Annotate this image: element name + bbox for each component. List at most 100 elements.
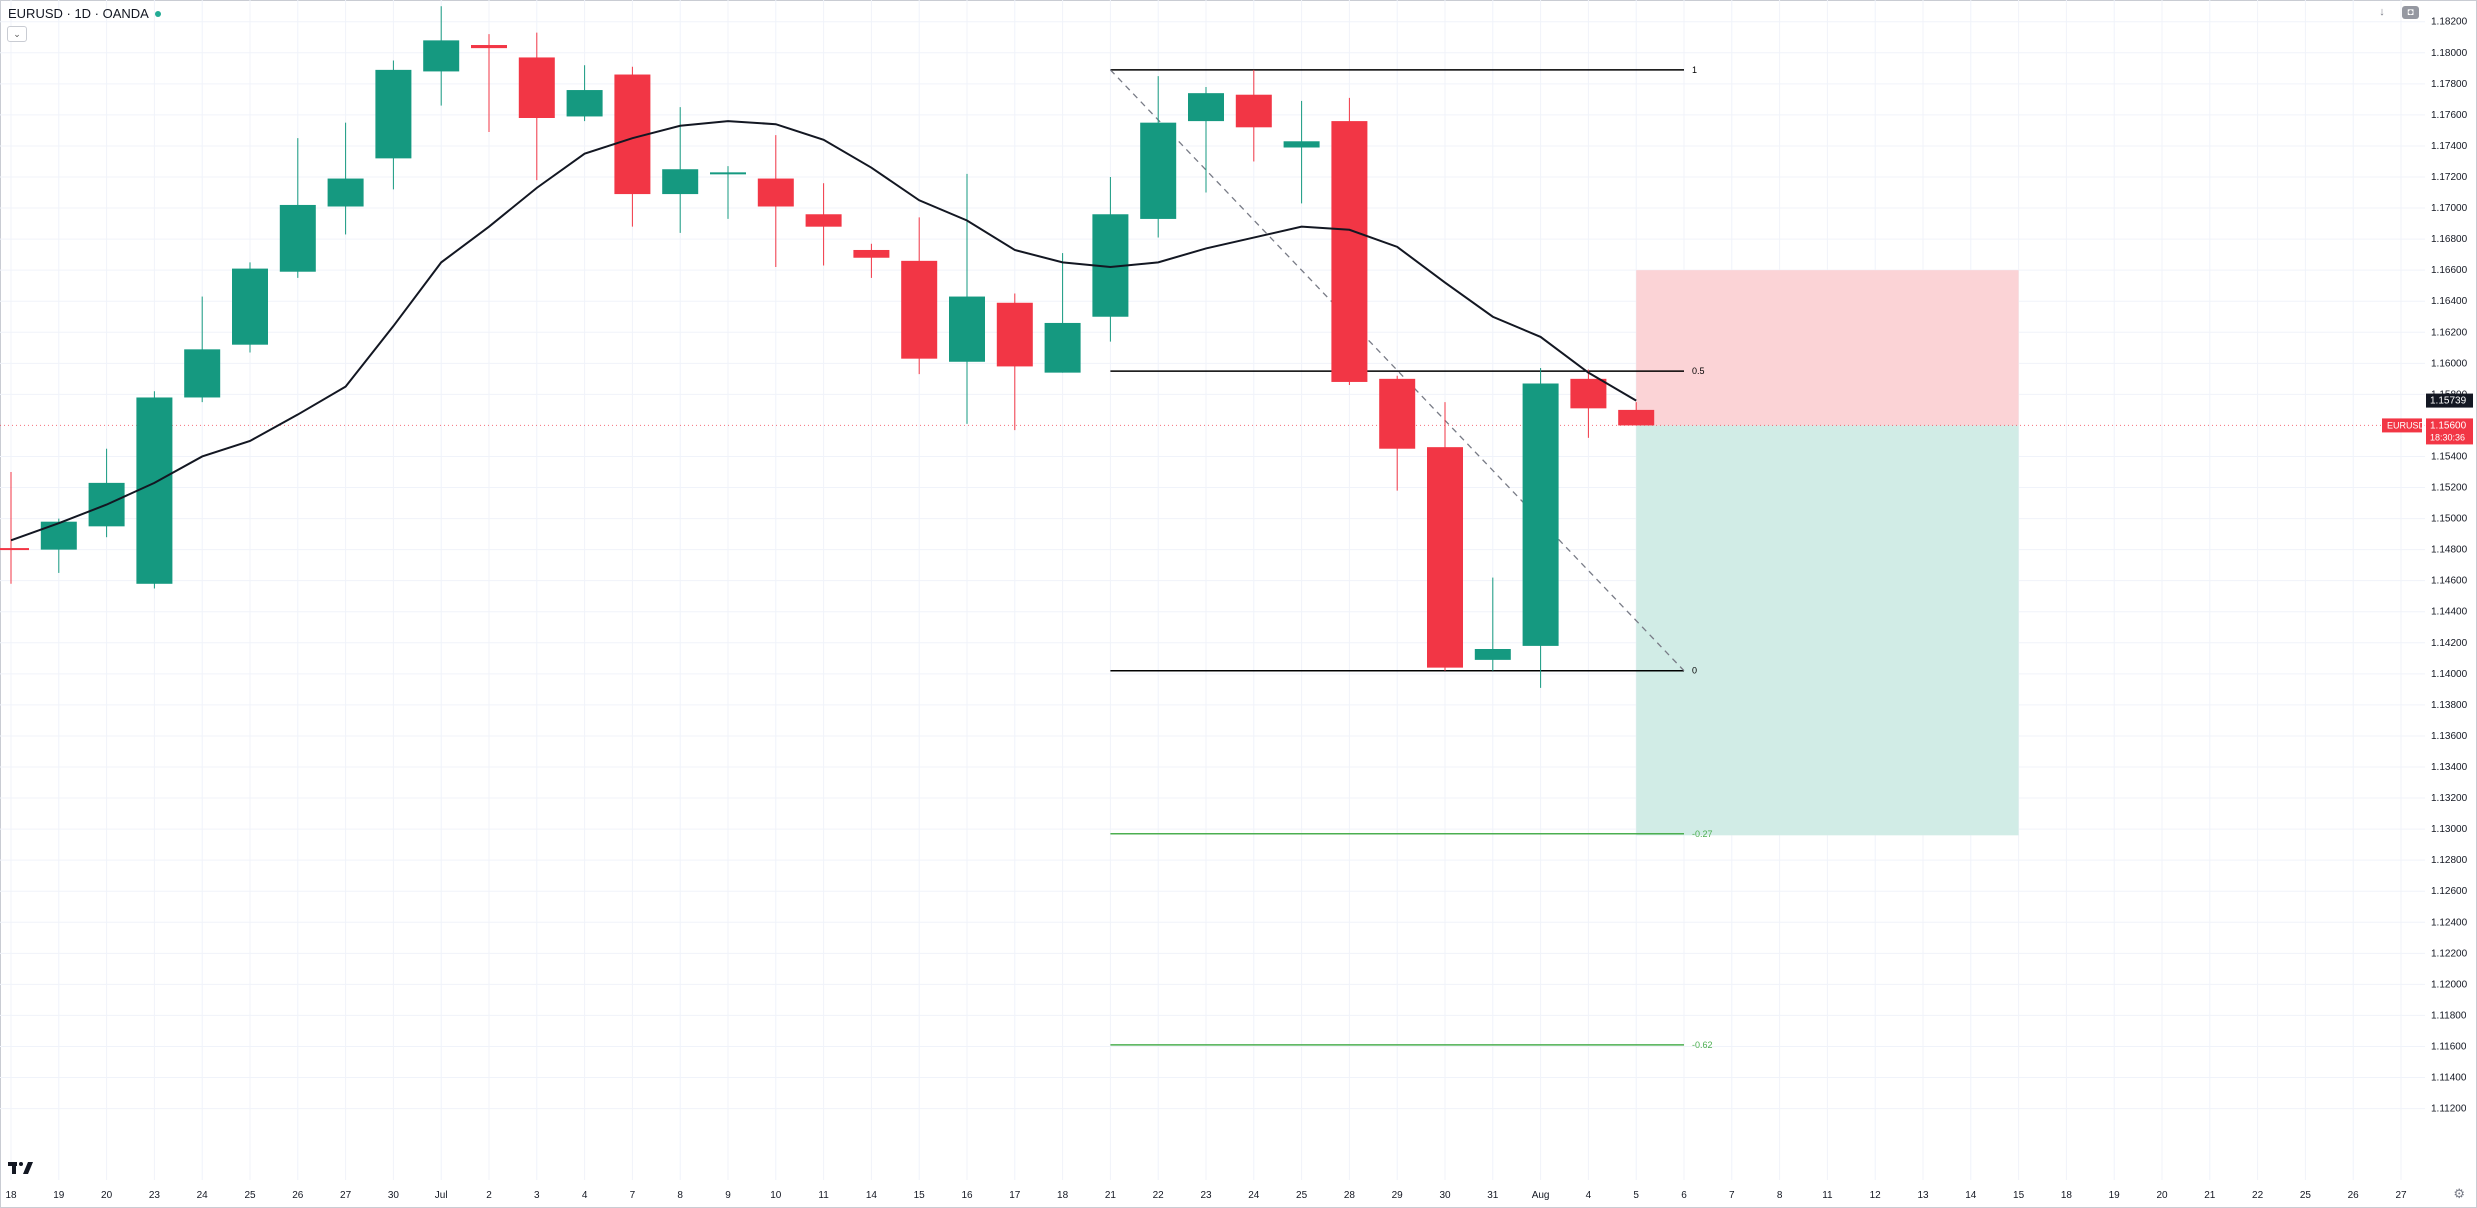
candle-body: [0, 548, 29, 551]
last-price-text: 1.15600: [2430, 420, 2467, 431]
time-tick-label: 29: [1392, 1190, 1404, 1201]
candle: [949, 173, 985, 424]
price-tick-label: 1.16400: [2431, 296, 2468, 307]
long-short-position-tool[interactable]: [0, 270, 2425, 836]
candle-body: [1522, 383, 1559, 646]
candle-body: [1283, 141, 1320, 148]
time-tick-label: 22: [2252, 1190, 2264, 1201]
candle: [1283, 100, 1320, 204]
time-tick-label: 4: [1586, 1190, 1592, 1201]
time-tick-label: 19: [53, 1190, 65, 1201]
price-tick-label: 1.14800: [2431, 545, 2468, 556]
candle-body: [1188, 93, 1224, 122]
candle-body: [566, 90, 603, 117]
gear-icon[interactable]: ⚙: [2453, 1186, 2465, 1201]
candle-body: [1427, 447, 1463, 668]
time-tick-label: 26: [2348, 1190, 2360, 1201]
symbol-tag: [2382, 418, 2422, 433]
stop-loss-zone[interactable]: [1636, 270, 2019, 426]
price-axis[interactable]: 1.18200 1.18000 1.17800 1.17600 1.17400 1.172…: [2431, 17, 2468, 1115]
chevron-down-icon[interactable]: ⌄: [7, 26, 27, 42]
time-axis[interactable]: 18 19 20 23 24 25 26 27 30 Jul 2 3 4 7 8 9 10 11 14 15 16 17 1…: [5, 1190, 2407, 1201]
time-tick-label: 7: [1729, 1190, 1735, 1201]
price-tick-label: 1.16800: [2431, 234, 2468, 245]
time-tick-label: 30: [1439, 1190, 1451, 1201]
fib-level-label: -0.62: [1692, 1040, 1713, 1050]
price-tick-label: 1.12800: [2431, 855, 2468, 866]
price-tick-label: 1.18000: [2431, 48, 2468, 59]
time-tick-label: 13: [1917, 1190, 1929, 1201]
price-tick-label: 1.16600: [2431, 265, 2468, 276]
price-tick-label: 1.17400: [2431, 141, 2468, 152]
price-tick-label: 1.17600: [2431, 110, 2468, 121]
time-tick-label: 20: [2156, 1190, 2168, 1201]
candle: [184, 296, 221, 403]
time-tick-label: 16: [961, 1190, 973, 1201]
time-tick-label: Aug: [1532, 1190, 1550, 1201]
time-tick-label: 24: [197, 1190, 209, 1201]
candle: [614, 66, 651, 227]
download-icon[interactable]: ↓: [2379, 6, 2385, 18]
price-tick-label: 1.18200: [2431, 17, 2468, 28]
price-tick-label: 1.13400: [2431, 762, 2468, 773]
candle-body: [518, 57, 555, 118]
time-tick-label: 21: [1105, 1190, 1117, 1201]
candle-body: [40, 521, 77, 550]
time-tick-label: 5: [1633, 1190, 1639, 1201]
moving-average: [10, 120, 1637, 542]
fib-level-label: 0.5: [1692, 366, 1705, 376]
candle: [1427, 402, 1463, 671]
candle-body: [805, 214, 842, 227]
candle-body: [184, 349, 221, 398]
candle-body: [757, 178, 794, 207]
time-tick-label: 25: [2300, 1190, 2312, 1201]
fibonacci-extension[interactable]: 1 0.5 0 -0.27 -0.62: [1109, 65, 1713, 1050]
take-profit-zone[interactable]: [1636, 425, 2019, 836]
time-tick-label: 15: [914, 1190, 926, 1201]
candle-body: [901, 260, 938, 359]
candle: [518, 32, 555, 181]
time-tick-label: 14: [1965, 1190, 1977, 1201]
candle: [1618, 402, 1655, 426]
symbol-header[interactable]: EURUSD · 1D · OANDA: [8, 6, 161, 21]
price-tick-label: 1.11800: [2431, 1010, 2467, 1021]
time-tick-label: 18: [2061, 1190, 2073, 1201]
price-tick-label: 1.13000: [2431, 824, 2468, 835]
candle: [136, 391, 173, 589]
time-tick-label: 21: [2204, 1190, 2216, 1201]
price-tick-label: 1.14200: [2431, 638, 2468, 649]
symbol-title-text[interactable]: EURUSD · 1D · OANDA: [8, 6, 149, 21]
price-tick-label: 1.16000: [2431, 358, 2468, 369]
price-tick-label: 1.12400: [2431, 917, 2468, 928]
ma-value-text: 1.15739: [2430, 396, 2467, 407]
ma-value-tag: [2426, 393, 2473, 408]
price-tick-label: 1.15000: [2431, 514, 2468, 525]
candle-body: [279, 204, 316, 272]
candle-body: [662, 169, 699, 195]
time-tick-label: 15: [2013, 1190, 2025, 1201]
live-status-dot: [154, 10, 161, 17]
candle: [1474, 577, 1511, 671]
fib-level-label: -0.27: [1692, 829, 1713, 839]
grid-lines: [0, 0, 2425, 1180]
time-tick-label: 9: [725, 1190, 731, 1201]
time-tick-label: 10: [770, 1190, 782, 1201]
candle: [1570, 369, 1607, 438]
symbol-tag-text: EURUSD: [2387, 420, 2426, 430]
moving-average-line: [10, 120, 1637, 542]
time-tick-label: 25: [244, 1190, 256, 1201]
time-tick-label: 23: [149, 1190, 161, 1201]
candle: [88, 448, 125, 538]
candle: [1188, 86, 1224, 193]
price-tick-label: 1.15200: [2431, 483, 2468, 494]
candle-body: [710, 172, 746, 175]
price-tick-label: 1.15400: [2431, 451, 2468, 462]
time-tick-label: 27: [340, 1190, 352, 1201]
camera-icon[interactable]: ◘: [2402, 5, 2419, 19]
candle-body: [423, 40, 460, 72]
candle: [566, 65, 603, 122]
candle-body: [1331, 121, 1368, 382]
price-tick-label: 1.13200: [2431, 793, 2468, 804]
time-tick-label: 19: [2109, 1190, 2121, 1201]
